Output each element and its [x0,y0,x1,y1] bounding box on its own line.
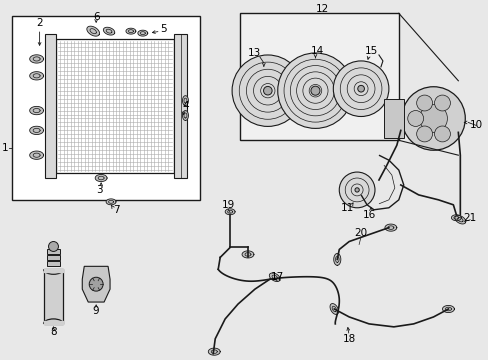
Bar [12,16,200,200]
Circle shape [310,86,319,95]
Text: 6: 6 [93,12,99,22]
Text: 11: 11 [340,203,353,213]
Text: 3: 3 [96,185,102,195]
Polygon shape [269,273,280,282]
Circle shape [407,111,423,126]
Polygon shape [242,251,253,258]
Circle shape [277,53,352,129]
Polygon shape [106,199,116,205]
Bar [46,261,61,266]
Polygon shape [87,26,100,36]
Text: 7: 7 [112,205,119,215]
Polygon shape [82,266,110,302]
Bar [173,34,187,178]
Polygon shape [30,106,43,115]
Circle shape [354,188,359,192]
Polygon shape [30,126,43,135]
Circle shape [434,126,449,142]
Bar [56,39,173,173]
Polygon shape [333,253,340,265]
Polygon shape [30,151,43,159]
Circle shape [333,61,388,117]
Circle shape [416,126,432,142]
Text: 18: 18 [342,334,355,344]
Text: 14: 14 [310,46,324,56]
Circle shape [263,86,271,95]
Polygon shape [454,215,465,224]
Polygon shape [103,27,115,35]
Circle shape [48,242,59,251]
Text: 4: 4 [182,100,188,111]
Bar [43,269,63,324]
Text: 19: 19 [221,200,234,210]
Bar [383,99,403,138]
Text: 20: 20 [354,228,367,238]
Bar [44,34,56,178]
Polygon shape [225,209,235,215]
Polygon shape [442,305,453,312]
Polygon shape [182,96,188,105]
Polygon shape [208,348,220,355]
Polygon shape [138,30,147,36]
Polygon shape [30,72,43,80]
Circle shape [434,95,449,111]
Circle shape [401,87,465,150]
Polygon shape [30,55,43,63]
Bar [46,249,61,255]
Text: 16: 16 [362,210,375,220]
Circle shape [419,105,447,132]
Polygon shape [182,111,188,121]
Text: 8: 8 [50,327,57,337]
Polygon shape [95,175,107,181]
Polygon shape [240,13,398,140]
Circle shape [357,85,364,92]
Text: 1: 1 [2,143,9,153]
Polygon shape [450,215,460,221]
Polygon shape [329,303,338,314]
Text: 13: 13 [248,48,261,58]
Circle shape [416,95,432,111]
Polygon shape [384,224,396,231]
Circle shape [339,172,374,208]
Text: 12: 12 [315,4,328,14]
Text: 5: 5 [160,24,166,34]
Circle shape [232,55,303,126]
Circle shape [89,277,103,291]
Polygon shape [126,28,136,34]
Text: 17: 17 [270,272,284,282]
Text: 2: 2 [36,18,43,28]
Bar [46,255,61,260]
Text: 21: 21 [463,213,476,223]
Text: 10: 10 [468,121,482,130]
Text: 15: 15 [364,46,377,56]
Text: 9: 9 [93,306,99,316]
